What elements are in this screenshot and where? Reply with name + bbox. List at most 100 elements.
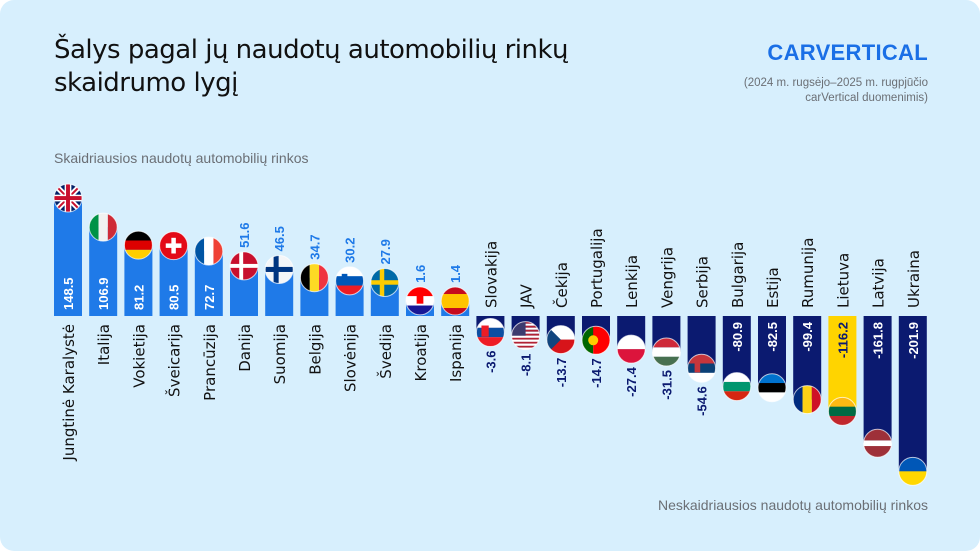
value-label: 106.9	[96, 277, 111, 310]
value-label: 30.2	[343, 238, 358, 263]
bar	[89, 227, 118, 316]
value-label: -14.7	[589, 358, 604, 388]
value-label: 27.9	[378, 239, 393, 264]
country-label: Ukraina	[905, 250, 923, 308]
country-label: Danija	[236, 324, 254, 372]
bar-group: -201.9 Ukraina	[898, 250, 928, 486]
lt-flag-icon	[828, 397, 857, 426]
country-label: Suomija	[271, 324, 289, 384]
bar-group: -161.8 Latvija	[863, 258, 893, 458]
de-flag-icon	[124, 231, 153, 260]
value-label: 72.7	[202, 285, 217, 310]
country-label: Čekija	[552, 262, 571, 308]
value-label: 1.6	[413, 265, 428, 283]
bar-group: 148.5 Jungtinė Karalystė	[53, 183, 83, 462]
value-label: 34.7	[307, 234, 322, 259]
bar-group: 1.6 Kroatija	[405, 265, 435, 381]
be-flag-icon	[300, 263, 329, 292]
pl-flag-icon	[617, 335, 646, 364]
bar-group: -99.4 Rumunija	[792, 238, 822, 415]
bar	[863, 316, 892, 444]
value-label: -80.9	[730, 322, 745, 352]
pt-flag-icon	[582, 326, 610, 355]
country-label: Portugalija	[588, 228, 606, 308]
country-label: Šveicarija	[165, 324, 184, 397]
bar-group: 30.2 Slovėnija	[335, 238, 365, 392]
fi-flag-icon	[265, 255, 294, 284]
ro-flag-icon	[793, 385, 822, 414]
bar-group: -116.2 Lietuva	[827, 253, 857, 426]
bar-group: 51.6 Danija	[229, 223, 259, 372]
country-label: Lietuva	[834, 253, 852, 308]
value-label: 148.5	[61, 277, 76, 310]
bar-group: 46.5 Suomija	[264, 226, 294, 384]
country-label: Jungtinė Karalystė	[60, 324, 78, 462]
value-label: -8.1	[519, 354, 534, 376]
top-note: Skaidriausios naudotų automobilių rinkos	[54, 150, 309, 166]
ch-flag-icon	[159, 231, 188, 260]
country-label: Prancūzija	[201, 324, 219, 401]
bar	[54, 198, 82, 316]
se-flag-icon	[370, 268, 399, 297]
country-label: Italija	[95, 324, 113, 365]
bar-group: -13.7 Čekija	[546, 262, 576, 388]
value-label: 80.5	[167, 285, 182, 310]
bar-group: -3.6 Slovakija	[475, 241, 505, 373]
bar	[828, 316, 857, 412]
value-label: -27.4	[624, 366, 639, 396]
bar-group: 80.5 Šveicarija	[159, 231, 189, 397]
ua-flag-icon	[898, 457, 927, 486]
country-label: Lenkija	[623, 255, 641, 308]
bar-group: -8.1 JAV	[511, 284, 541, 376]
fr-flag-icon	[194, 237, 223, 266]
hu-flag-icon	[652, 338, 681, 367]
value-label: -54.6	[695, 386, 710, 416]
bottom-note: Neskaidriausios naudotų automobilių rink…	[657, 497, 928, 513]
country-label: Serbija	[694, 256, 712, 308]
value-label: -31.5	[659, 370, 674, 400]
bar-group: 72.7 Prancūzija	[194, 236, 224, 401]
value-label: 81.2	[131, 285, 146, 310]
si-flag-icon	[335, 266, 364, 295]
us-flag-icon	[511, 321, 540, 350]
country-label: Latvija	[870, 258, 888, 308]
country-label: Estija	[764, 267, 782, 308]
bar	[898, 316, 927, 472]
country-label: Slovėnija	[342, 324, 360, 392]
value-label: -82.5	[765, 322, 780, 352]
value-label: 51.6	[237, 223, 252, 248]
value-label: -3.6	[483, 351, 498, 373]
it-flag-icon	[89, 213, 118, 242]
bar-group: 106.9 Italija	[88, 212, 118, 365]
country-label: Slovakija	[482, 241, 500, 308]
chart-title: Šalys pagal jų naudotų automobilių rinkų…	[54, 35, 569, 98]
bar-group: -31.5 Vengrija	[651, 247, 681, 400]
country-label: Bulgarija	[729, 242, 747, 308]
bar-group: -27.4 Lenkija	[616, 255, 646, 397]
es-flag-icon	[441, 287, 470, 316]
value-label: -161.8	[871, 322, 886, 359]
country-label: Kroatija	[412, 324, 430, 381]
bar-group: 27.9 Švedija	[370, 239, 400, 379]
sk-flag-icon	[476, 318, 505, 347]
cz-flag-icon	[546, 325, 575, 354]
dk-flag-icon	[230, 251, 258, 280]
bar-group: 34.7 Belgija	[299, 234, 329, 375]
gb-flag-icon	[54, 184, 82, 213]
rs-flag-icon	[687, 354, 716, 383]
value-label: 1.4	[448, 264, 463, 283]
value-label: -13.7	[554, 358, 569, 388]
bar-group: 1.4 Ispanija	[440, 264, 470, 382]
bar-group: -14.7 Portugalija	[581, 228, 611, 388]
bg-flag-icon	[722, 372, 751, 401]
lv-flag-icon	[863, 429, 892, 458]
bar-group: -80.9 Bulgarija	[722, 242, 752, 402]
country-label: Ispanija	[447, 324, 465, 382]
source-note: (2024 m. rugsėjo–2025 m. rugpjūčio carVe…	[743, 77, 928, 104]
carvertical-logo: CARVERTICAL	[767, 40, 928, 65]
country-label: Švedija	[376, 324, 395, 379]
bar-group: 81.2 Vokietija	[123, 230, 153, 388]
value-label: -201.9	[906, 322, 921, 359]
